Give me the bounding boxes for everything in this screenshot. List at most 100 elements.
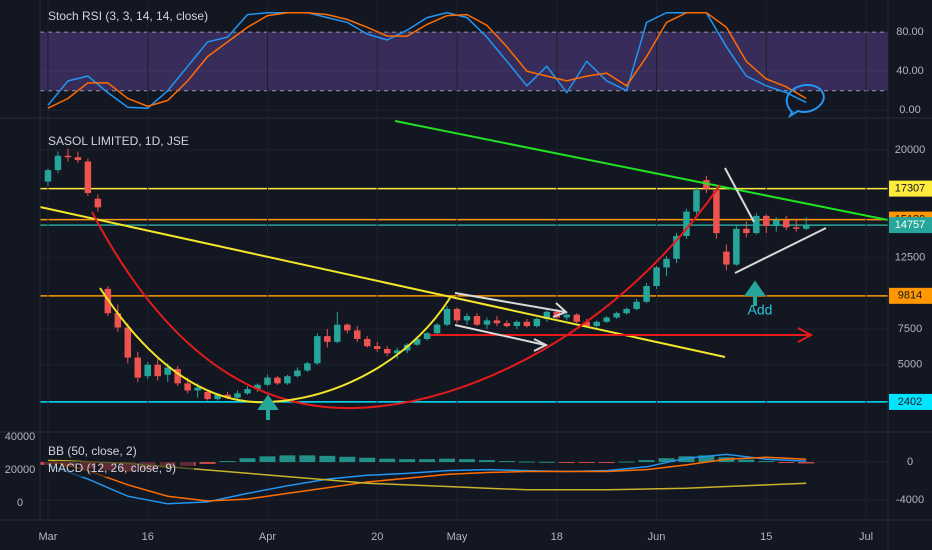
- candle-body: [214, 394, 221, 400]
- annotation-text: Add: [748, 302, 773, 318]
- candle-body: [334, 324, 341, 342]
- candle-body: [54, 155, 62, 171]
- drawings: Add: [39, 83, 889, 420]
- histogram-bar: [299, 455, 316, 463]
- candle-body: [314, 336, 321, 364]
- histogram-bar: [379, 458, 396, 463]
- candle-body: [244, 389, 251, 394]
- y2-tick-label: 0: [17, 497, 23, 509]
- y-tick-label: 12500: [895, 251, 926, 263]
- y-tick-label: 20000: [895, 144, 926, 156]
- candle-body: [373, 346, 381, 349]
- trend-line: [394, 120, 889, 221]
- candle-body: [304, 363, 311, 371]
- candle-body: [463, 316, 471, 321]
- candle-body: [274, 377, 281, 384]
- legend-label: BB (50, close, 2): [48, 444, 137, 458]
- histogram-bar: [459, 459, 475, 463]
- x-tick-label: May: [447, 531, 468, 543]
- candle-body: [663, 258, 670, 268]
- candle-body: [583, 321, 590, 327]
- x-tick-label: Mar: [39, 531, 58, 543]
- candle-body: [383, 348, 391, 354]
- histogram-bar: [598, 462, 615, 464]
- candle-body: [433, 324, 441, 334]
- series-line: [47, 456, 807, 502]
- histogram-bar: [219, 461, 236, 463]
- candle-body: [753, 215, 760, 234]
- candle-body: [613, 313, 620, 318]
- candle-body: [154, 364, 161, 377]
- candle-body: [363, 338, 371, 347]
- y-tick-label: 80.00: [896, 26, 924, 38]
- callout-bubble: [785, 83, 825, 119]
- histogram-bar: [199, 462, 216, 464]
- candle-body: [254, 384, 261, 390]
- chart-title: Stoch RSI (3, 3, 14, 14, close): [48, 9, 208, 23]
- candle-body: [194, 387, 201, 391]
- candle-body: [573, 314, 580, 322]
- candle-body: [354, 330, 361, 339]
- histogram-bar: [558, 462, 575, 464]
- candle-body: [94, 198, 102, 208]
- chart-title: SASOL LIMITED, 1D, JSE: [48, 134, 189, 148]
- candle-body: [653, 267, 660, 287]
- candle-body: [264, 377, 271, 385]
- up-arrow-icon: [744, 280, 766, 306]
- candle-body: [563, 314, 570, 318]
- x-tick-label: 20: [371, 531, 383, 543]
- candle-body: [473, 316, 481, 325]
- y2-tick-label: 40000: [5, 431, 36, 443]
- candle-body: [284, 376, 291, 384]
- y-tick-label: 0.00: [899, 104, 920, 116]
- candle-body: [204, 391, 211, 400]
- band-fill: [40, 32, 888, 91]
- candle-body: [623, 308, 630, 314]
- candle-body: [643, 286, 650, 302]
- candle-body: [493, 320, 501, 324]
- histogram-bar: [638, 460, 655, 463]
- y-tick-label: 0: [907, 456, 913, 468]
- histogram-bar: [678, 456, 695, 463]
- candle-body: [344, 324, 351, 331]
- histogram-bar: [439, 458, 456, 463]
- candle-body: [723, 251, 730, 265]
- candle-body: [124, 327, 132, 358]
- candle-body: [184, 383, 191, 391]
- price-label: 14757: [895, 219, 926, 231]
- histogram-bar: [738, 459, 755, 463]
- histogram-bar: [319, 455, 336, 463]
- candle-body: [84, 161, 92, 193]
- candle-body: [144, 364, 151, 377]
- candle-body: [234, 393, 241, 398]
- candle-body: [224, 394, 231, 398]
- histogram-bar: [399, 459, 416, 463]
- y-tick-label: -4000: [896, 494, 924, 506]
- candle-body: [683, 211, 690, 236]
- arrow: [454, 324, 549, 352]
- candle-body: [533, 318, 541, 327]
- candle-body: [593, 321, 600, 327]
- candle-body: [523, 321, 531, 327]
- arrow: [454, 292, 568, 318]
- candle-body: [603, 317, 610, 322]
- candle-body: [324, 336, 331, 342]
- histogram-bar: [798, 462, 815, 464]
- histogram-bar: [698, 455, 715, 463]
- candle-body: [633, 301, 640, 309]
- candle-body: [134, 357, 142, 378]
- x-tick-label: 16: [142, 531, 154, 543]
- legend-label: MACD (12, 26, close, 9): [48, 461, 176, 475]
- y-tick-label: 40.00: [896, 65, 924, 77]
- x-tick-label: Jun: [648, 531, 666, 543]
- candle-body: [74, 157, 82, 161]
- price-label: 17307: [895, 183, 926, 195]
- candle-body: [164, 367, 171, 375]
- x-tick-label: 15: [760, 531, 772, 543]
- candle-body: [513, 321, 521, 327]
- candle-body: [693, 190, 700, 212]
- up-arrow-icon: [257, 394, 279, 420]
- histogram-bar: [758, 461, 775, 463]
